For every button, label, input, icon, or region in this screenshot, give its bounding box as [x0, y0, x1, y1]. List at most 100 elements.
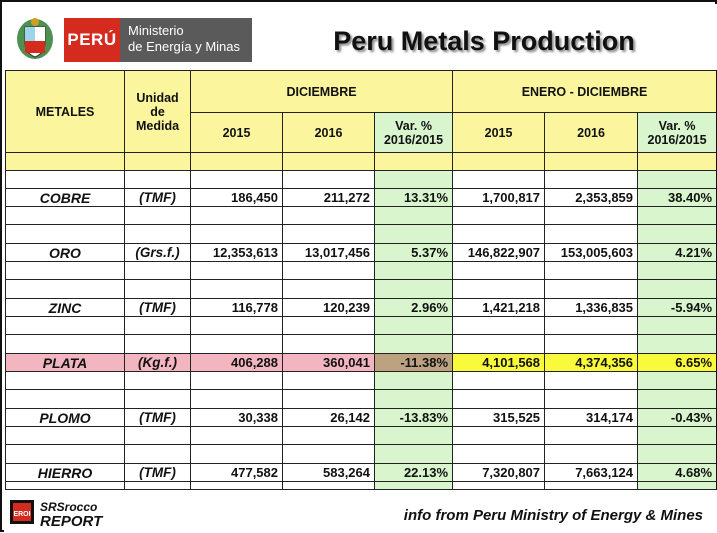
blank-cell	[124, 170, 191, 189]
blank-cell	[373, 389, 454, 409]
unit-cell: (TMF)	[124, 298, 191, 317]
blank-cell	[452, 316, 546, 335]
page-title: Peru Metals Production	[333, 26, 635, 56]
blank-cell	[544, 206, 639, 225]
blank-cell	[452, 444, 546, 464]
ministry-name: Ministerio de Energía y Minas	[120, 18, 252, 62]
blank-cell	[5, 389, 125, 409]
ene-2016-cell: 314,174	[544, 408, 639, 427]
blank-cell	[637, 170, 716, 189]
dic-2016-cell: 13,017,456	[282, 243, 375, 262]
header-band: PERÚ Ministerio de Energía y Minas Peru …	[4, 4, 717, 70]
blank-cell	[637, 279, 716, 299]
blank-cell	[452, 279, 546, 299]
blank-cell	[282, 444, 375, 464]
blank-row	[5, 444, 716, 464]
blank-cell	[190, 170, 283, 189]
metal-name: PLATA	[5, 353, 125, 372]
ene-var-cell: 4.21%	[637, 243, 716, 262]
blank-cell	[282, 389, 375, 409]
blank-cell	[373, 206, 454, 225]
blank-cell	[282, 371, 375, 390]
blank-cell	[282, 279, 375, 299]
dic-2016-cell: 120,239	[282, 298, 375, 317]
ene-2016-cell: 1,336,835	[544, 298, 639, 317]
blank-row	[5, 261, 716, 280]
blank-cell	[282, 224, 375, 244]
blank-cell	[5, 426, 125, 445]
ene-2015-cell: 7,320,807	[452, 463, 546, 482]
table-row-plata: PLATA (Kg.f.) 406,288 360,041 -11.38% 4,101,5…	[5, 353, 716, 372]
blank-cell	[544, 316, 639, 335]
blank-cell	[544, 224, 639, 244]
dic-var-cell: 13.31%	[373, 188, 454, 207]
blank-cell	[190, 426, 283, 445]
blank-cell	[5, 206, 125, 225]
dic-2015-cell: 477,582	[190, 463, 283, 482]
blank-row	[5, 170, 716, 189]
blank-cell	[452, 426, 546, 445]
blank-cell	[373, 444, 454, 464]
metal-name: PLOMO	[5, 408, 125, 427]
blank-cell	[452, 371, 546, 390]
ene-2015-cell: 315,525	[452, 408, 546, 427]
dic-2015-cell: 406,288	[190, 353, 283, 372]
blank-cell	[5, 316, 125, 335]
blank-cell	[373, 170, 454, 189]
spacer-cell	[544, 152, 639, 171]
blank-cell	[637, 224, 716, 244]
dic-2015-cell: 116,778	[190, 298, 283, 317]
blank-cell	[637, 261, 716, 280]
dic-2015-cell: 30,338	[190, 408, 283, 427]
ene-2016-cell: 153,005,603	[544, 243, 639, 262]
unit-cell: (Kg.f.)	[124, 353, 191, 372]
unit-cell: (TMF)	[124, 463, 191, 482]
col-header-dic-2016: 2016	[282, 112, 375, 153]
blank-cell	[544, 261, 639, 280]
ene-2016-cell: 2,353,859	[544, 188, 639, 207]
blank-row	[5, 224, 716, 244]
blank-cell	[190, 389, 283, 409]
dic-var-cell: -13.83%	[373, 408, 454, 427]
spacer-cell	[373, 152, 454, 171]
blank-cell	[373, 334, 454, 354]
dic-var-cell: 5.37%	[373, 243, 454, 262]
table-row-cobre: COBRE (TMF) 186,450 211,272 13.31% 1,700,817 2…	[5, 188, 716, 207]
blank-row	[5, 371, 716, 390]
header-row-2: 2015 2016 Var. % 2016/2015 2015 2016 Var…	[6, 112, 716, 153]
blank-cell	[544, 170, 639, 189]
blank-cell	[544, 371, 639, 390]
group-header-diciembre: DICIEMBRE	[189, 70, 454, 113]
blank-cell	[373, 279, 454, 299]
blank-cell	[452, 389, 546, 409]
blank-cell	[190, 316, 283, 335]
svg-text:EROI: EROI	[13, 511, 30, 518]
unit-cell: (Grs.f.)	[124, 243, 191, 262]
blank-cell	[637, 206, 716, 225]
blank-cell	[124, 261, 191, 280]
metals-rows: COBRE (TMF) 186,450 211,272 13.31% 1,700,817 2…	[5, 170, 716, 490]
blank-cell	[452, 206, 546, 225]
header-row-1: METALES Unidad de Medida DICIEMBRE ENERO…	[5, 70, 716, 153]
blank-cell	[5, 444, 125, 464]
spacer-cell	[452, 152, 546, 171]
blank-cell	[544, 389, 639, 409]
peru-crest-icon	[12, 15, 58, 65]
col-header-unidad: Unidad de Medida	[124, 70, 191, 153]
ene-2015-cell: 4,101,568	[452, 353, 546, 372]
blank-cell	[190, 481, 283, 490]
spacer-cell	[282, 152, 375, 171]
blank-cell	[544, 481, 639, 490]
ene-var-cell: -0.43%	[637, 408, 716, 427]
footer: EROI SRSrocco REPORT info from Peru Mini…	[4, 490, 717, 532]
dic-2016-cell: 211,272	[282, 188, 375, 207]
blank-cell	[282, 426, 375, 445]
blank-row	[5, 279, 716, 299]
blank-cell	[124, 206, 191, 225]
logo-bottom-text: REPORT	[40, 513, 104, 528]
blank-cell	[452, 334, 546, 354]
blank-row	[5, 426, 716, 445]
blank-cell	[452, 170, 546, 189]
blank-cell	[637, 426, 716, 445]
